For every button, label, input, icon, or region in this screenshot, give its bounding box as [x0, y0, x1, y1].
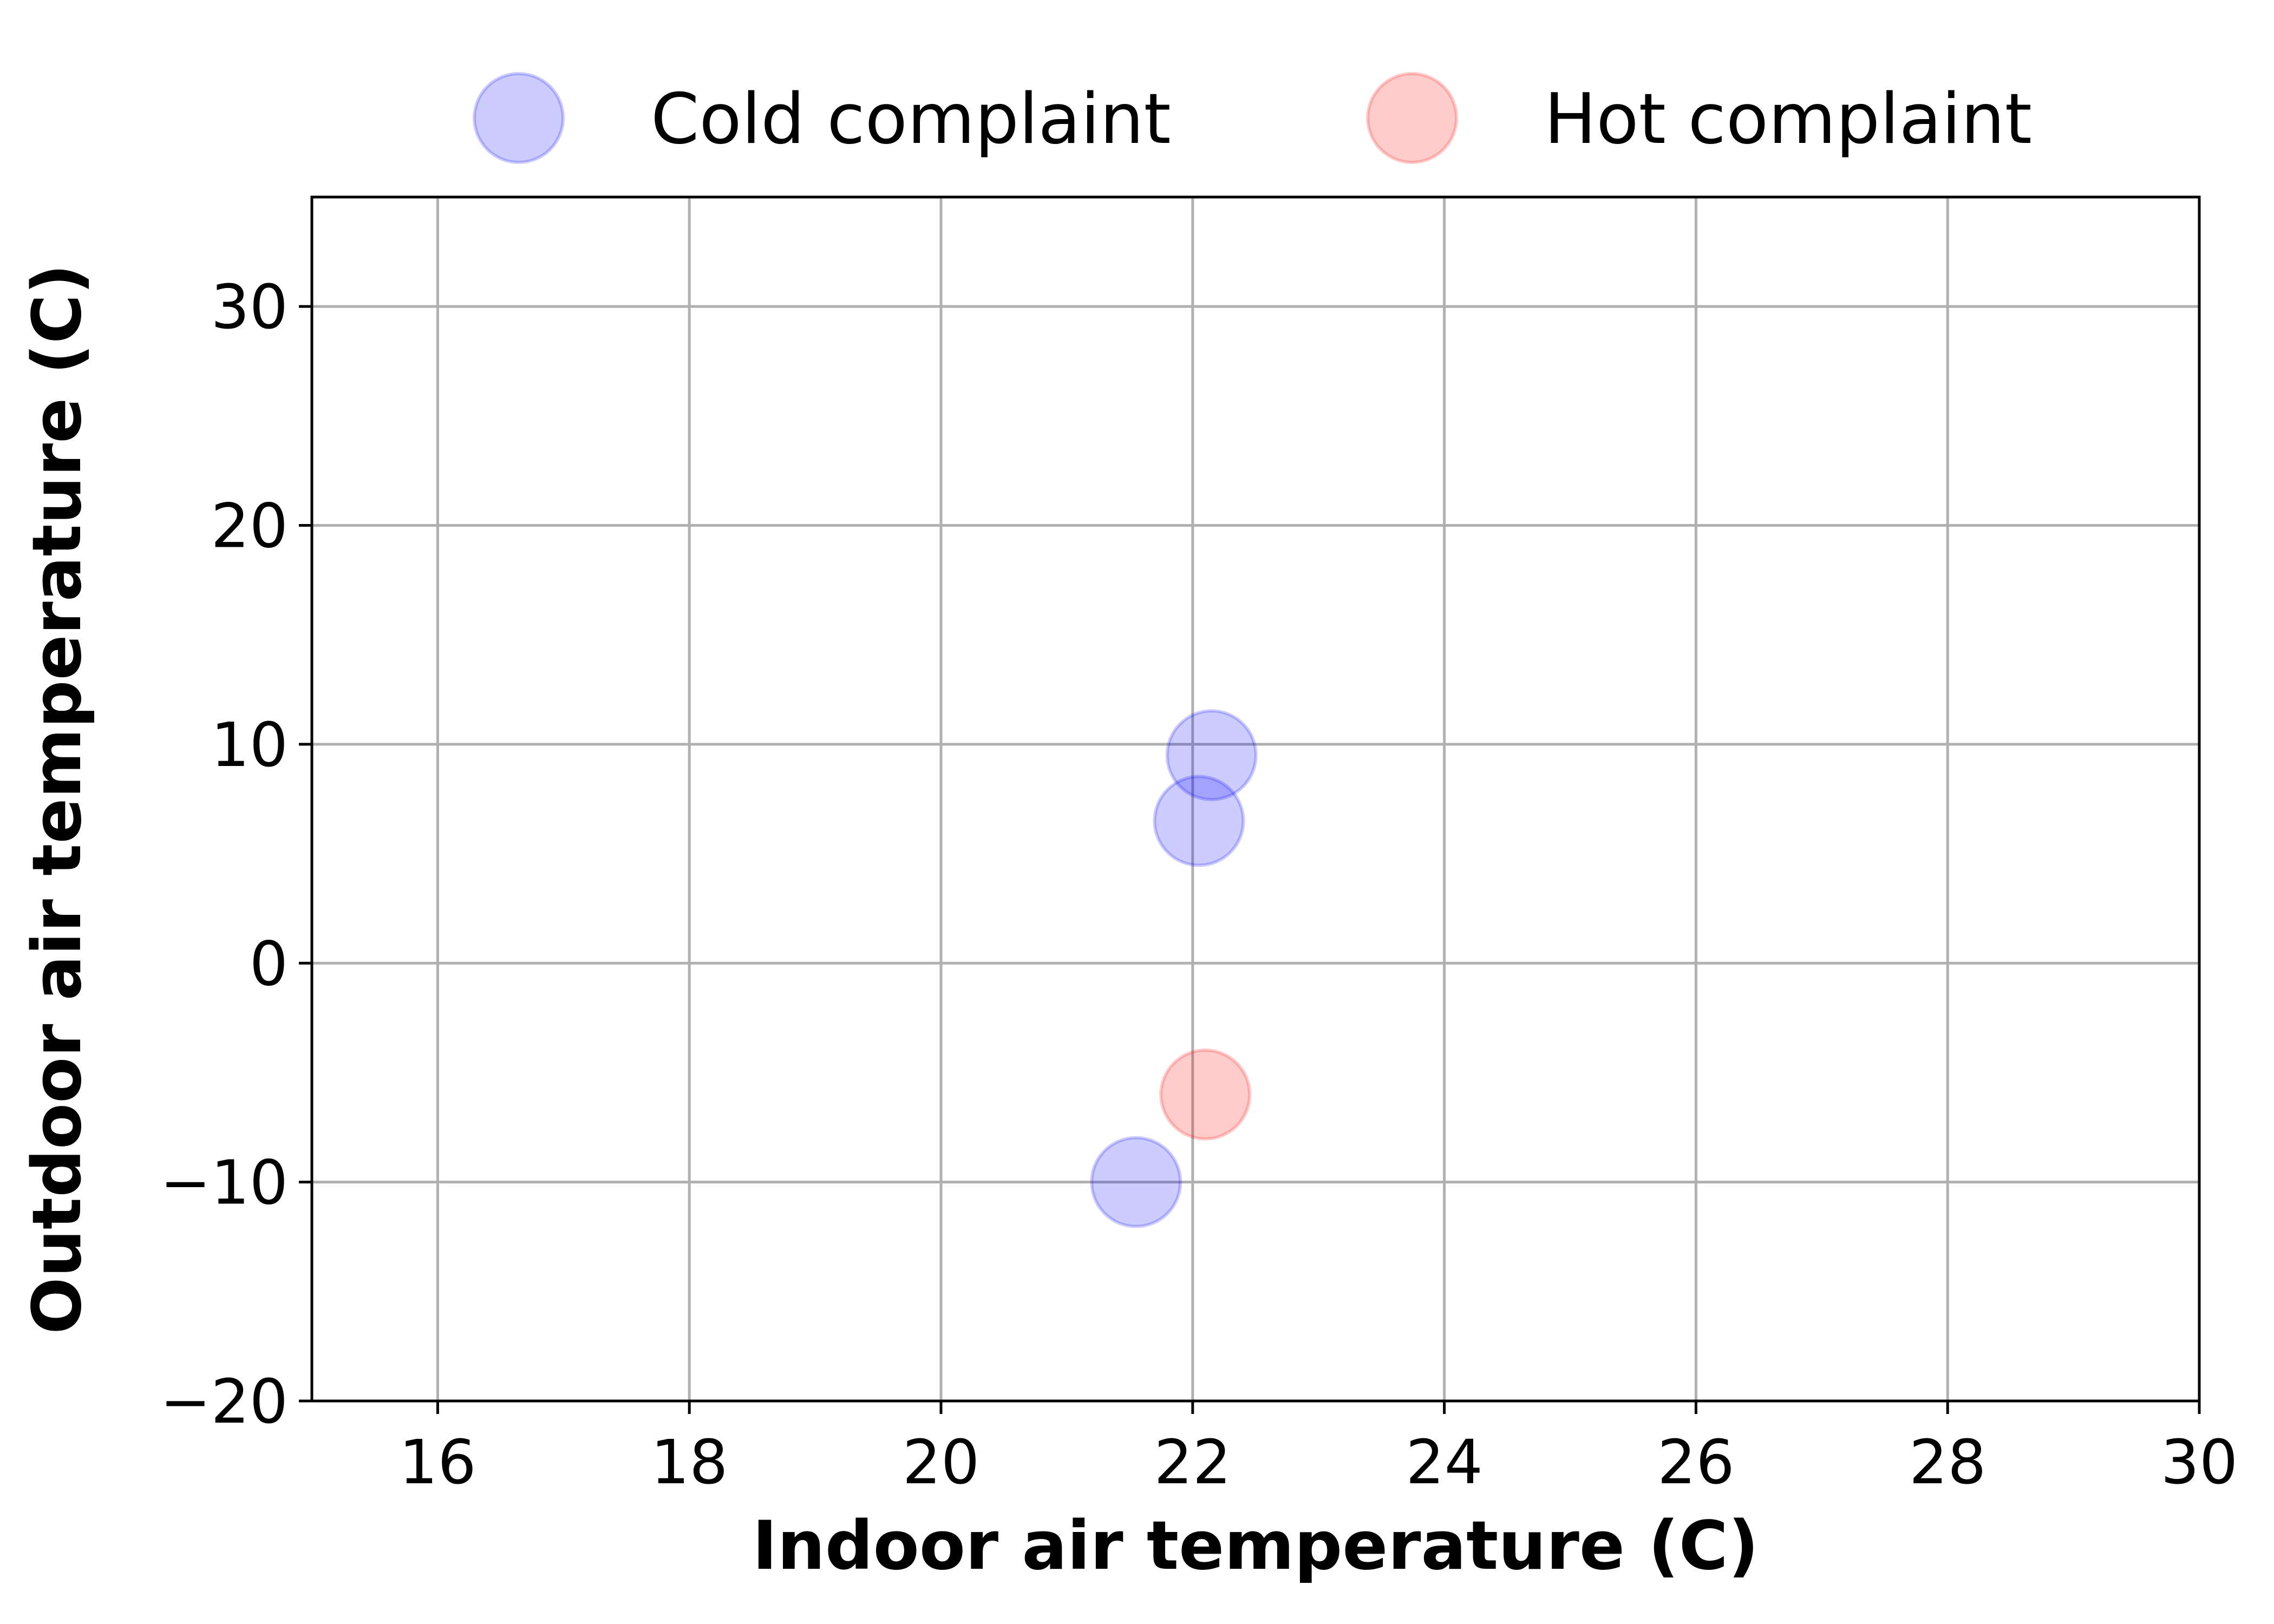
plot-area-frame — [310, 195, 2201, 1403]
legend-marker-hot-complaint — [1366, 72, 1458, 164]
x-tick-label: 18 — [651, 1427, 728, 1498]
data-point-cold-complaint — [1090, 1136, 1182, 1228]
legend: Cold complaint Hot complaint — [473, 72, 2032, 164]
x-tick-label: 20 — [903, 1427, 980, 1498]
data-point-cold-complaint — [1165, 709, 1258, 802]
y-tick-label: 30 — [211, 272, 288, 343]
data-point-cold-complaint — [1153, 775, 1245, 867]
x-tick-label: 22 — [1154, 1427, 1232, 1498]
y-tick-label: 10 — [211, 710, 288, 781]
grid-lines — [312, 197, 2201, 1403]
x-tick-label: 26 — [1657, 1427, 1735, 1498]
legend-label-hot-complaint: Hot complaint — [1544, 79, 2032, 160]
y-tick-label: −10 — [160, 1148, 288, 1219]
x-tick-label: 24 — [1406, 1427, 1483, 1498]
y-axis-title: Outdoor air temperature (C) — [18, 264, 96, 1334]
x-tick-label: 28 — [1909, 1427, 1987, 1498]
legend-label-cold-complaint: Cold complaint — [651, 79, 1171, 160]
axis-ticks: 16 18 20 22 24 26 28 30 −20 −10 0 10 20 30 — [160, 272, 2238, 1498]
x-axis-title: Indoor air temperature (C) — [753, 1507, 1759, 1585]
y-tick-label: 0 — [250, 929, 288, 999]
x-tick-label: 16 — [399, 1427, 476, 1498]
y-tick-label: −20 — [160, 1367, 288, 1437]
data-point-hot-complaint — [1159, 1048, 1252, 1141]
x-tick-label: 30 — [2161, 1427, 2238, 1498]
legend-marker-cold-complaint — [473, 72, 565, 164]
data-points — [1090, 709, 1258, 1228]
y-tick-label: 20 — [211, 492, 288, 562]
